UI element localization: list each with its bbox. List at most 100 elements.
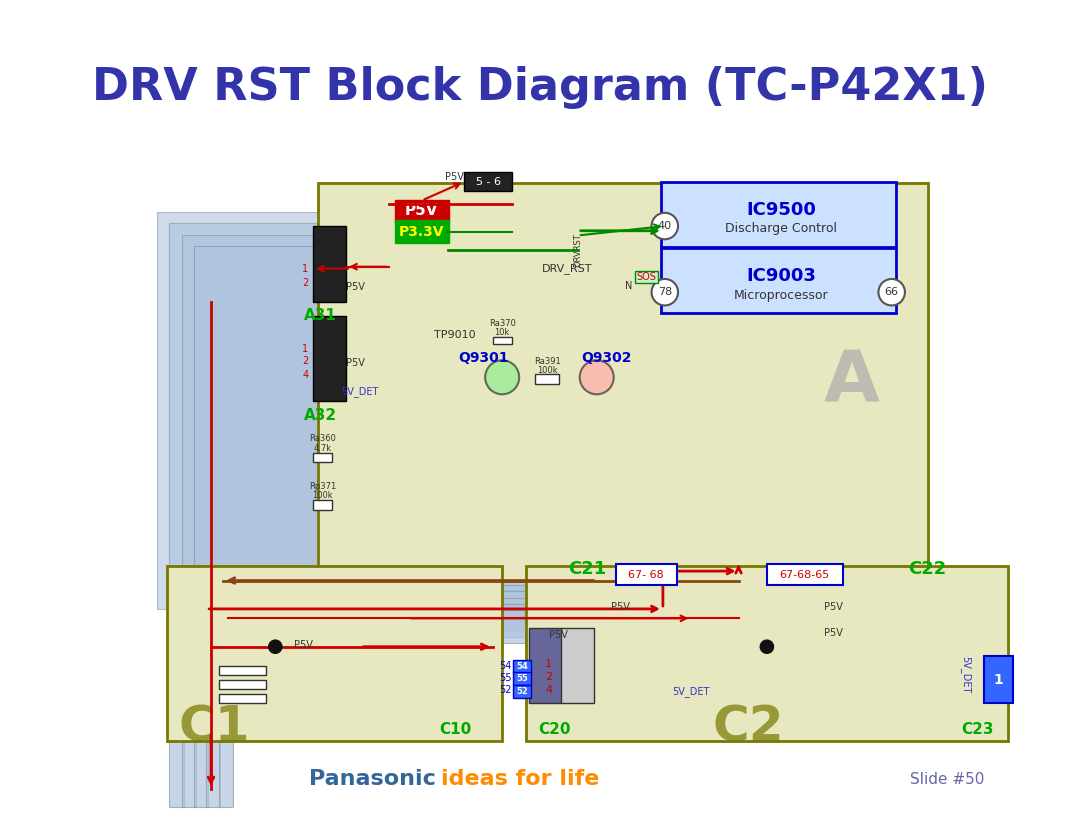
Text: 67-68-65: 67-68-65 [780,570,829,580]
Bar [536,374,559,384]
Text: 67- 68: 67- 68 [627,570,664,580]
Bar [218,680,266,689]
Text: A31: A31 [303,309,337,324]
Bar [318,183,928,580]
Text: 1: 1 [994,673,1003,687]
Bar [513,685,531,698]
Bar [181,234,726,590]
Bar [194,598,717,631]
Text: P5V: P5V [405,203,438,219]
Bar [561,628,594,703]
Text: Q9302: Q9302 [581,351,632,365]
Text: 100k: 100k [312,491,333,500]
Text: 2: 2 [302,278,309,288]
Circle shape [878,279,905,305]
Bar [313,226,347,302]
Bar [984,656,1013,703]
Text: DRVRST: DRVRST [573,233,582,267]
Text: P5V: P5V [611,602,630,612]
FancyBboxPatch shape [395,220,449,243]
Bar [218,666,266,675]
Bar [767,565,842,585]
Bar [181,591,729,625]
Text: P3.3V: P3.3V [400,224,445,239]
Text: IC9003: IC9003 [746,267,816,285]
Bar [635,271,658,283]
Bar [206,604,704,637]
Bar [464,172,512,191]
Text: 1: 1 [302,264,309,274]
Text: C22: C22 [908,560,947,578]
Bar [218,618,233,807]
Bar [170,585,741,618]
Text: 4: 4 [545,686,552,696]
Text: Panasonic: Panasonic [309,769,436,789]
Bar [170,224,732,600]
Text: P5V: P5V [445,172,464,182]
Text: Ra360: Ra360 [309,435,336,443]
Text: P5V: P5V [347,283,365,293]
Bar [157,212,739,609]
Text: TP9010: TP9010 [434,329,475,339]
Bar [513,672,531,686]
Text: C1: C1 [178,703,249,751]
Text: 100k: 100k [537,366,558,375]
Text: 5V_DET: 5V_DET [673,686,710,696]
Text: C23: C23 [961,722,994,737]
Bar [166,566,502,741]
Bar [170,618,184,807]
Circle shape [269,641,282,653]
Bar [218,610,692,643]
Text: A: A [824,348,880,416]
Text: P5V: P5V [294,640,313,650]
Text: 2: 2 [545,672,552,682]
Bar [194,246,718,580]
Bar [313,453,332,462]
Bar [206,618,220,807]
Text: Ra391: Ra391 [535,357,561,366]
Text: DRV_RST: DRV_RST [541,263,592,274]
Text: 52: 52 [516,686,528,696]
Bar [181,618,195,807]
Text: 78: 78 [658,287,672,297]
Text: 5 - 6: 5 - 6 [475,177,500,187]
Text: 4: 4 [302,370,309,380]
Text: 2: 2 [302,356,309,366]
Circle shape [580,360,613,394]
Text: P5V: P5V [550,631,568,641]
FancyBboxPatch shape [661,248,896,313]
Text: IC9500: IC9500 [746,201,816,219]
Text: 5V_DET: 5V_DET [960,656,971,694]
Text: N: N [625,280,633,290]
Text: 52: 52 [499,686,512,696]
Text: C21: C21 [568,560,606,578]
Text: Q9301: Q9301 [458,351,509,365]
Text: 54: 54 [516,662,528,671]
Text: 10k: 10k [495,329,510,338]
Circle shape [485,360,519,394]
Text: 55: 55 [499,673,512,683]
Text: 40: 40 [658,221,672,231]
Text: P5V: P5V [824,627,842,637]
Text: 5V_DET: 5V_DET [341,386,379,397]
Text: C10: C10 [438,722,471,737]
Text: 1: 1 [302,344,309,354]
Text: Discharge Control: Discharge Control [725,223,837,235]
Bar [492,337,512,344]
Text: Slide #50: Slide #50 [910,771,984,786]
Text: C20: C20 [538,722,570,737]
Text: A32: A32 [303,408,337,423]
FancyBboxPatch shape [395,199,449,222]
Bar [526,566,1008,741]
Circle shape [651,279,678,305]
Text: 54: 54 [499,661,512,671]
Text: P5V: P5V [347,358,365,368]
Text: Rp371: Rp371 [309,481,336,490]
Bar [616,565,677,585]
Text: P5V: P5V [824,602,842,612]
Bar [313,500,332,510]
Text: ideas for life: ideas for life [441,769,599,789]
Text: Microprocessor: Microprocessor [733,289,828,302]
Text: 66: 66 [885,287,899,297]
Bar [513,660,531,673]
